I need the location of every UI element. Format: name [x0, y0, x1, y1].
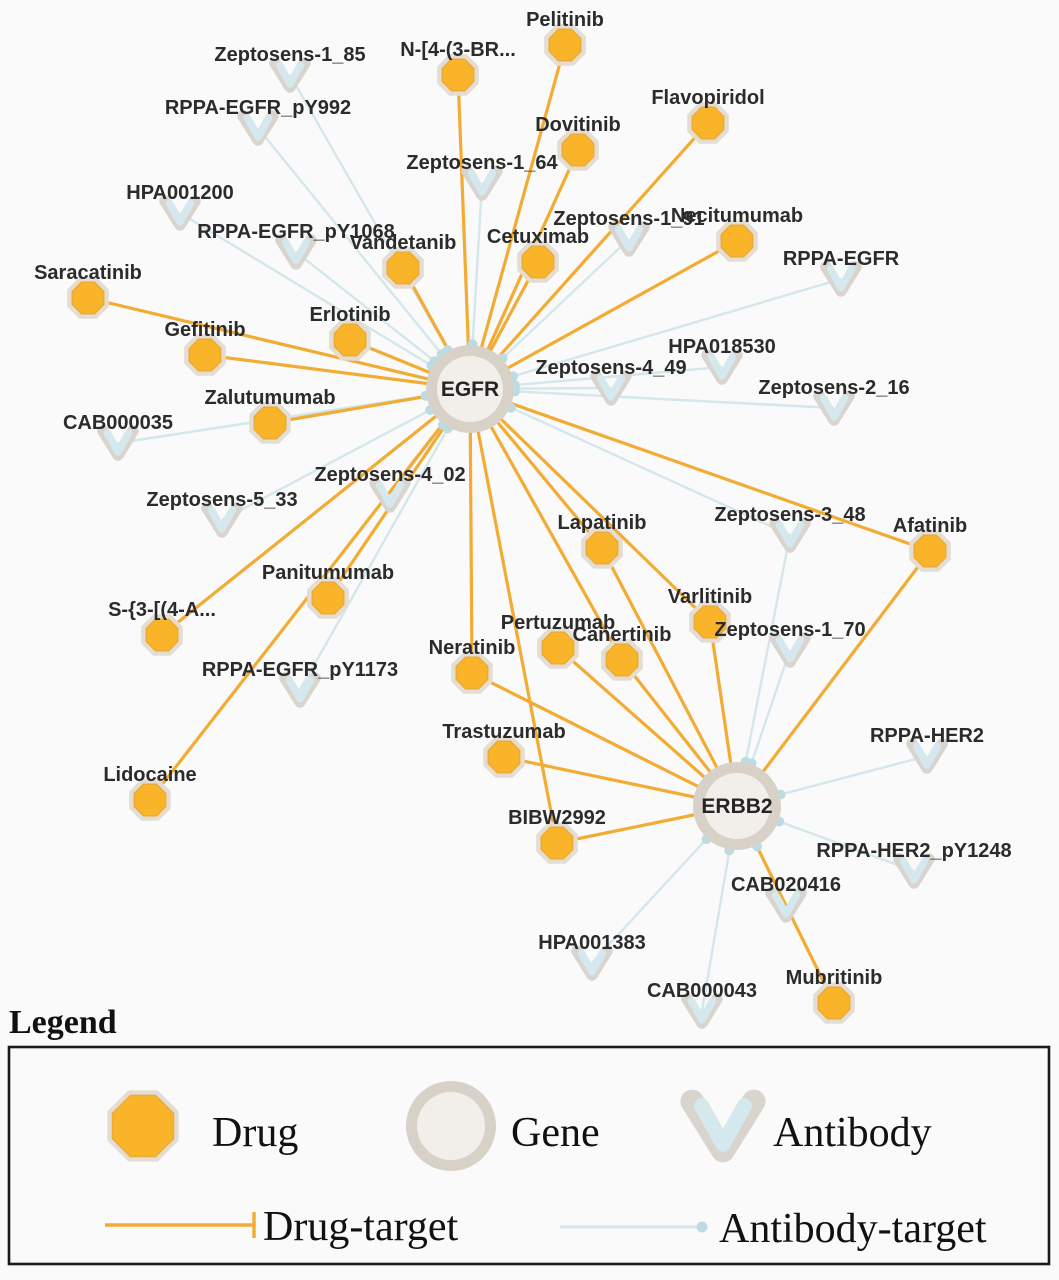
- svg-text:BIBW2992: BIBW2992: [508, 807, 606, 829]
- svg-text:HPA001200: HPA001200: [126, 182, 233, 204]
- svg-text:S-{3-[(4-A...: S-{3-[(4-A...: [108, 599, 216, 621]
- svg-text:Zeptosens-4_49: Zeptosens-4_49: [535, 357, 686, 379]
- svg-text:Zalutumumab: Zalutumumab: [204, 387, 335, 409]
- svg-text:Canertinib: Canertinib: [573, 624, 672, 646]
- svg-text:Neratinib: Neratinib: [429, 637, 516, 659]
- svg-text:Mubritinib: Mubritinib: [786, 967, 883, 989]
- svg-text:EGFR: EGFR: [441, 378, 499, 401]
- svg-text:RPPA-HER2_pY1248: RPPA-HER2_pY1248: [816, 840, 1011, 862]
- svg-text:Varlitinib: Varlitinib: [668, 586, 752, 608]
- svg-text:HPA018530: HPA018530: [668, 336, 775, 358]
- svg-text:Afatinib: Afatinib: [893, 515, 967, 537]
- svg-text:Erlotinib: Erlotinib: [309, 304, 390, 326]
- svg-text:ERBB2: ERBB2: [701, 795, 772, 818]
- svg-text:Drug: Drug: [212, 1110, 298, 1156]
- svg-text:Lapatinib: Lapatinib: [558, 512, 647, 534]
- svg-text:Zeptosens-4_02: Zeptosens-4_02: [314, 464, 465, 486]
- svg-text:RPPA-EGFR: RPPA-EGFR: [783, 248, 900, 270]
- svg-text:Trastuzumab: Trastuzumab: [442, 721, 565, 743]
- svg-text:RPPA-EGFR_pY1173: RPPA-EGFR_pY1173: [202, 659, 398, 681]
- svg-text:CAB020416: CAB020416: [731, 874, 841, 896]
- svg-text:Legend: Legend: [9, 1004, 117, 1041]
- svg-text:Zeptosens-1_85: Zeptosens-1_85: [214, 44, 365, 66]
- svg-text:CAB000043: CAB000043: [647, 980, 757, 1002]
- svg-text:Zeptosens-3_48: Zeptosens-3_48: [714, 504, 865, 526]
- svg-text:CAB000035: CAB000035: [63, 412, 173, 434]
- svg-text:Zeptosens-1_91: Zeptosens-1_91: [553, 208, 704, 230]
- svg-text:Zeptosens-2_16: Zeptosens-2_16: [758, 377, 909, 399]
- svg-text:Gene: Gene: [511, 1110, 600, 1156]
- svg-text:Saracatinib: Saracatinib: [34, 262, 142, 284]
- svg-text:Antibody-target: Antibody-target: [719, 1206, 987, 1252]
- svg-text:Pelitinib: Pelitinib: [526, 9, 604, 31]
- svg-text:N-[4-(3-BR...: N-[4-(3-BR...: [400, 39, 516, 61]
- svg-text:RPPA-EGFR_pY992: RPPA-EGFR_pY992: [165, 97, 351, 119]
- svg-text:Lidocaine: Lidocaine: [103, 764, 196, 786]
- svg-text:Zeptosens-1_64: Zeptosens-1_64: [406, 152, 558, 174]
- svg-text:HPA001383: HPA001383: [538, 932, 645, 954]
- svg-text:Flavopiridol: Flavopiridol: [651, 87, 764, 109]
- svg-text:RPPA-HER2: RPPA-HER2: [870, 725, 984, 747]
- svg-text:Dovitinib: Dovitinib: [535, 114, 621, 136]
- svg-text:Zeptosens-5_33: Zeptosens-5_33: [146, 489, 297, 511]
- svg-text:Drug-target: Drug-target: [263, 1204, 458, 1250]
- svg-text:Gefitinib: Gefitinib: [164, 319, 245, 341]
- svg-text:Panitumumab: Panitumumab: [262, 562, 394, 584]
- svg-text:RPPA-EGFR_pY1068: RPPA-EGFR_pY1068: [197, 221, 394, 243]
- svg-text:Zeptosens-1_70: Zeptosens-1_70: [714, 619, 865, 641]
- svg-text:Antibody: Antibody: [773, 1110, 932, 1156]
